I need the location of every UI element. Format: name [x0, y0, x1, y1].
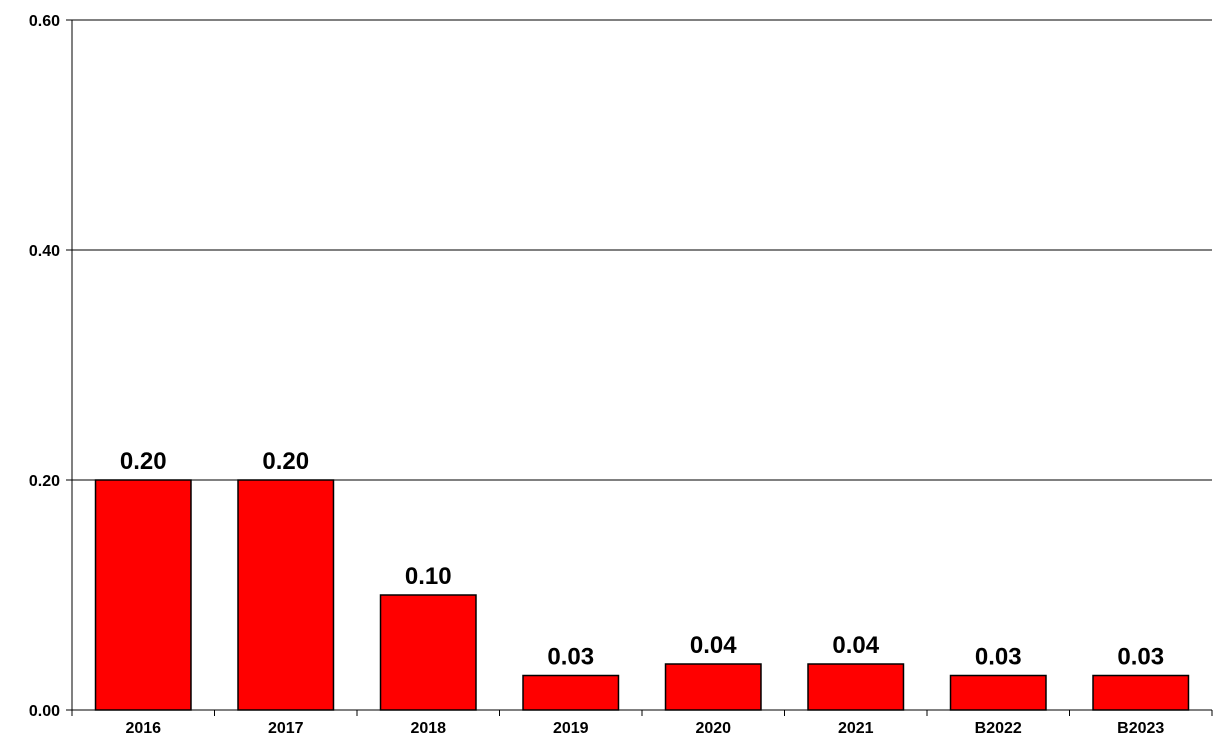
tick-labels: 0.00 0.20 0.40 0.60 2016 2017 2018 2019 2020 2021…: [29, 13, 1165, 737]
x-tick-label: 2019: [553, 720, 589, 737]
bar-2017: [237, 479, 335, 711]
bars: [94, 479, 1190, 711]
bar-2020: [664, 663, 762, 711]
bar-2016: [94, 479, 192, 711]
data-label: 0.04: [832, 632, 879, 659]
data-label: 0.03: [975, 644, 1022, 671]
y-tick-label: 0.00: [29, 703, 60, 720]
x-tick-label: 2017: [268, 720, 304, 737]
x-tick-label: 2018: [410, 720, 446, 737]
x-tick-label: 2016: [125, 720, 161, 737]
x-tick-label: 2020: [695, 720, 731, 737]
data-label: 0.04: [690, 632, 737, 659]
data-label: 0.03: [547, 644, 594, 671]
y-tick-label: 0.60: [29, 13, 60, 30]
y-tick-label: 0.40: [29, 243, 60, 260]
bar-2021: [807, 663, 905, 711]
data-label: 0.20: [262, 448, 309, 475]
data-labels: 0.20 0.20 0.10 0.03 0.04 0.04 0.03 0.03: [120, 448, 1164, 671]
bar-B2023: [1092, 674, 1190, 711]
data-label: 0.10: [405, 563, 452, 590]
data-label: 0.03: [1117, 644, 1164, 671]
bar-B2022: [949, 674, 1047, 711]
bar-2018: [379, 594, 477, 711]
x-tick-label: B2022: [975, 720, 1022, 737]
bar-2019: [522, 674, 620, 711]
data-label: 0.20: [120, 448, 167, 475]
x-tick-label: B2023: [1117, 720, 1164, 737]
gridlines: [72, 19, 1212, 481]
x-tick-label: 2021: [838, 720, 874, 737]
y-tick-label: 0.20: [29, 473, 60, 490]
